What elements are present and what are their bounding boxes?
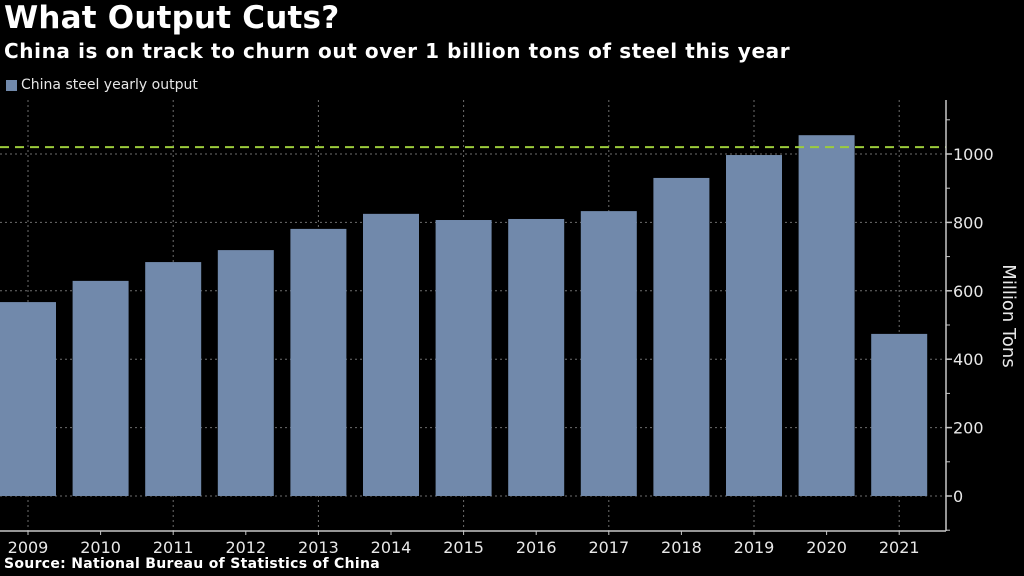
chart-title: What Output Cuts? (4, 0, 340, 36)
y-tick-label: 0 (953, 487, 963, 506)
x-tick-label: 2021 (879, 538, 920, 557)
x-tick-label: 2014 (371, 538, 412, 557)
y-tick-label: 800 (953, 213, 984, 232)
x-tick-label: 2010 (80, 538, 121, 557)
x-tick-label: 2018 (661, 538, 702, 557)
bars (0, 135, 928, 497)
bar-2020 (798, 135, 855, 496)
bar-2015 (435, 220, 492, 497)
bar-2014 (363, 213, 419, 496)
bar-2009 (0, 302, 56, 496)
x-tick-label: 2013 (298, 538, 339, 557)
x-tick-label: 2020 (806, 538, 847, 557)
legend: China steel yearly output (6, 77, 198, 93)
bar-2011 (145, 262, 202, 496)
bar-2018 (653, 177, 710, 496)
bar-2013 (290, 228, 347, 496)
chart-subtitle: China is on track to churn out over 1 bi… (4, 39, 791, 63)
y-tick-label: 200 (953, 419, 984, 438)
source-note: Source: National Bureau of Statistics of… (4, 556, 380, 572)
bar-2010 (72, 280, 129, 496)
x-tick-labels: 2009 2010 2011 2012 2013 2014 2015 2016 2017 2018… (8, 538, 920, 557)
y-tick-labels: 0 200 400 600 800 1000 (953, 145, 994, 506)
y-tick-label: 1000 (953, 145, 994, 164)
x-tick-label: 2011 (153, 538, 194, 557)
x-tick-label: 2016 (516, 538, 557, 557)
bar-2019 (726, 155, 782, 496)
x-tick-label: 2012 (225, 538, 266, 557)
legend-swatch (6, 79, 17, 91)
bar-2021 (871, 333, 928, 496)
bar-2012 (217, 250, 274, 496)
x-tick-label: 2015 (443, 538, 484, 557)
x-tick-label: 2019 (734, 538, 775, 557)
x-tick-label: 2017 (588, 538, 629, 557)
y-axis-title: Million Tons (998, 264, 1019, 367)
legend-label: China steel yearly output (21, 77, 198, 93)
bar-2016 (508, 218, 565, 497)
x-tick-label: 2009 (8, 538, 49, 557)
axes (0, 100, 952, 535)
y-tick-label: 600 (953, 282, 984, 301)
y-tick-label: 400 (953, 350, 984, 369)
bar-2017 (580, 211, 637, 496)
